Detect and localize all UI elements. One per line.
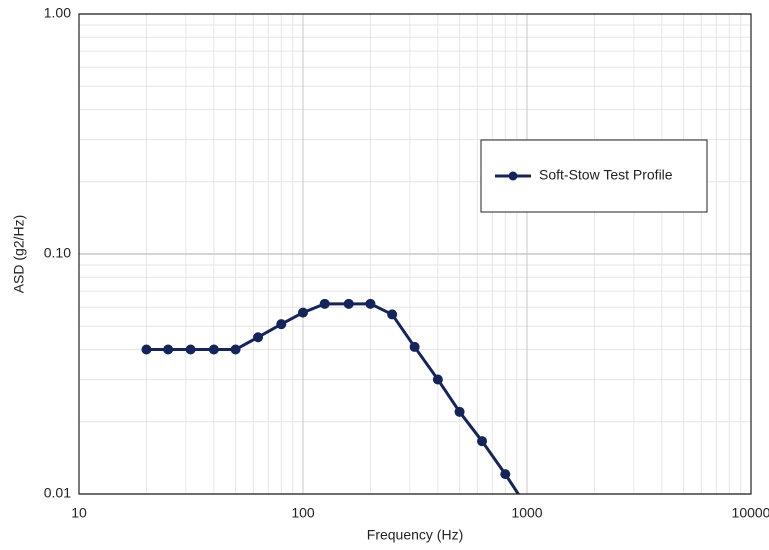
data-point: [276, 319, 287, 330]
data-point: [298, 307, 308, 318]
data-point: [409, 341, 420, 352]
legend-marker: [508, 171, 518, 181]
data-point: [454, 406, 465, 417]
x-tick-label: 100: [291, 505, 315, 521]
x-tick-label: 1000: [511, 505, 542, 521]
plot-frame: [78, 13, 752, 495]
plot-area: [141, 298, 521, 494]
data-point: [163, 344, 174, 355]
data-point: [365, 298, 376, 309]
data-point: [185, 344, 196, 355]
legend-label: Soft-Stow Test Profile: [539, 167, 673, 183]
data-point: [253, 332, 264, 343]
y-axis-label: ASD (g2/Hz): [11, 215, 27, 294]
data-point: [477, 436, 488, 447]
data-point: [500, 469, 511, 480]
data-point: [319, 298, 330, 309]
x-tick-label: 10: [71, 505, 87, 521]
data-point: [432, 374, 443, 385]
data-point: [230, 344, 241, 355]
x-axis-label: Frequency (Hz): [367, 527, 463, 543]
data-point: [343, 298, 354, 309]
grid: [78, 13, 752, 495]
y-tick-label: 1.00: [44, 5, 71, 21]
data-point: [141, 344, 152, 355]
data-point: [387, 309, 398, 320]
y-tick-label: 0.01: [44, 485, 71, 501]
data-point: [208, 344, 219, 355]
series-line: [146, 302, 521, 494]
x-tick-label: 10000: [732, 505, 769, 521]
y-tick-label: 0.10: [44, 245, 71, 261]
